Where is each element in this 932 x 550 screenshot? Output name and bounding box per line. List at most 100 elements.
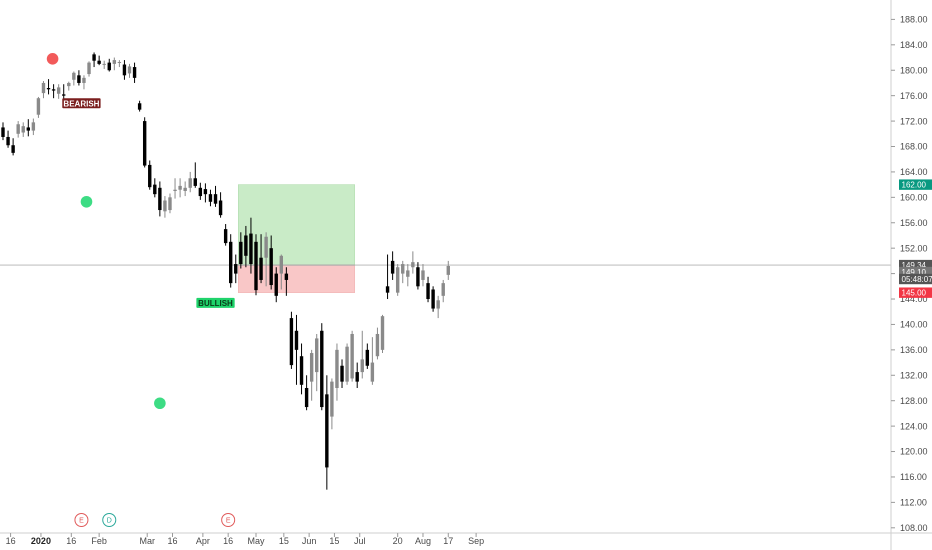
candle[interactable] — [102, 60, 106, 69]
signal-dot[interactable] — [154, 397, 166, 410]
signal-dot[interactable] — [46, 53, 59, 65]
candle[interactable] — [203, 183, 208, 203]
candle[interactable] — [269, 235, 273, 290]
candle[interactable] — [406, 264, 410, 287]
candle[interactable] — [127, 63, 132, 78]
candle[interactable] — [436, 295, 440, 319]
candle[interactable] — [223, 224, 228, 246]
bearish-tag[interactable]: BEARISH — [62, 98, 101, 109]
candle[interactable] — [279, 254, 283, 290]
candle[interactable] — [239, 232, 243, 269]
candle[interactable] — [31, 118, 36, 136]
candle[interactable] — [229, 234, 233, 288]
candle[interactable] — [254, 234, 258, 296]
candle[interactable] — [274, 267, 278, 303]
candle[interactable] — [208, 189, 213, 207]
candle[interactable] — [309, 349, 314, 401]
candle[interactable] — [92, 52, 96, 68]
candle[interactable] — [122, 60, 127, 80]
candle[interactable] — [370, 337, 375, 385]
candle[interactable] — [188, 171, 192, 193]
candle[interactable] — [183, 181, 187, 197]
candle[interactable] — [137, 100, 142, 112]
candle[interactable] — [431, 286, 435, 312]
candle[interactable] — [97, 55, 101, 66]
candle[interactable] — [304, 375, 309, 411]
candle[interactable] — [380, 314, 385, 354]
candle[interactable] — [41, 81, 46, 99]
candle[interactable] — [87, 61, 91, 77]
candle[interactable] — [112, 57, 117, 71]
candle[interactable] — [16, 121, 20, 138]
candle[interactable] — [244, 225, 248, 268]
price-label[interactable]: 162.00 — [899, 179, 932, 190]
candle[interactable] — [411, 251, 415, 274]
candle[interactable] — [350, 330, 354, 382]
candle[interactable] — [249, 217, 253, 274]
event-marker[interactable]: E — [74, 513, 89, 527]
candle[interactable] — [345, 343, 349, 385]
candle[interactable] — [153, 178, 157, 198]
candle[interactable] — [11, 138, 15, 156]
time-axis[interactable]: 16 2020 16 Feb Mar 16 Apr 16 May 15 Jun 15 Jul 20 Aug 1… — [0, 513, 932, 547]
candle[interactable] — [416, 262, 420, 290]
plot-area[interactable]: BEARISH BULLISH — [0, 52, 891, 490]
candle[interactable] — [401, 260, 405, 284]
candle[interactable] — [82, 75, 86, 90]
candle[interactable] — [325, 375, 329, 490]
candle[interactable] — [1, 122, 5, 141]
candle[interactable] — [72, 71, 76, 86]
candle[interactable] — [360, 330, 364, 379]
candle[interactable] — [446, 260, 450, 280]
candle[interactable] — [198, 182, 203, 200]
candle[interactable] — [294, 314, 299, 385]
candle[interactable] — [46, 79, 51, 95]
candle[interactable] — [62, 84, 66, 101]
candle[interactable] — [395, 264, 400, 296]
candle[interactable] — [264, 232, 268, 287]
candle[interactable] — [234, 254, 238, 284]
price-label[interactable]: 145.00 — [899, 287, 932, 298]
candle[interactable] — [385, 254, 390, 300]
candle[interactable] — [390, 251, 395, 280]
candle[interactable] — [365, 343, 370, 369]
candle[interactable] — [107, 58, 111, 72]
candle[interactable] — [355, 362, 359, 388]
price-label[interactable]: 149.10 — [899, 266, 932, 278]
candle[interactable] — [259, 234, 263, 284]
candle[interactable] — [299, 343, 304, 395]
candle[interactable] — [340, 359, 344, 388]
event-marker[interactable]: E — [221, 513, 236, 527]
candle[interactable] — [132, 62, 137, 83]
candle[interactable] — [6, 130, 10, 148]
candle[interactable] — [148, 160, 152, 190]
candle[interactable] — [421, 264, 425, 287]
candle[interactable] — [218, 192, 223, 218]
candle[interactable] — [117, 60, 122, 68]
candle[interactable] — [163, 196, 167, 218]
candle[interactable] — [51, 84, 56, 99]
candle[interactable] — [289, 311, 294, 369]
candle[interactable] — [426, 276, 430, 303]
event-marker[interactable]: D — [102, 513, 117, 527]
candle[interactable] — [77, 70, 81, 86]
candle[interactable] — [213, 185, 218, 207]
candle[interactable] — [67, 81, 71, 91]
candle[interactable] — [284, 267, 289, 296]
candle[interactable] — [21, 122, 25, 137]
candle[interactable] — [142, 117, 147, 168]
candle[interactable] — [26, 119, 30, 137]
candle[interactable] — [168, 193, 172, 214]
candle[interactable] — [36, 96, 41, 118]
candle[interactable] — [158, 181, 162, 217]
candle[interactable] — [178, 178, 182, 198]
price-axis[interactable]: 108.00 112.00 116.00 120.00 124.00 128.00 132.… — [890, 0, 932, 550]
candle[interactable] — [375, 327, 380, 360]
candle[interactable] — [330, 378, 334, 430]
price-label[interactable]: 149.34 — [899, 259, 932, 271]
candle[interactable] — [173, 178, 177, 199]
price-label[interactable]: 05:48:07 — [899, 273, 932, 285]
candle[interactable] — [56, 84, 61, 99]
candle[interactable] — [320, 323, 324, 411]
